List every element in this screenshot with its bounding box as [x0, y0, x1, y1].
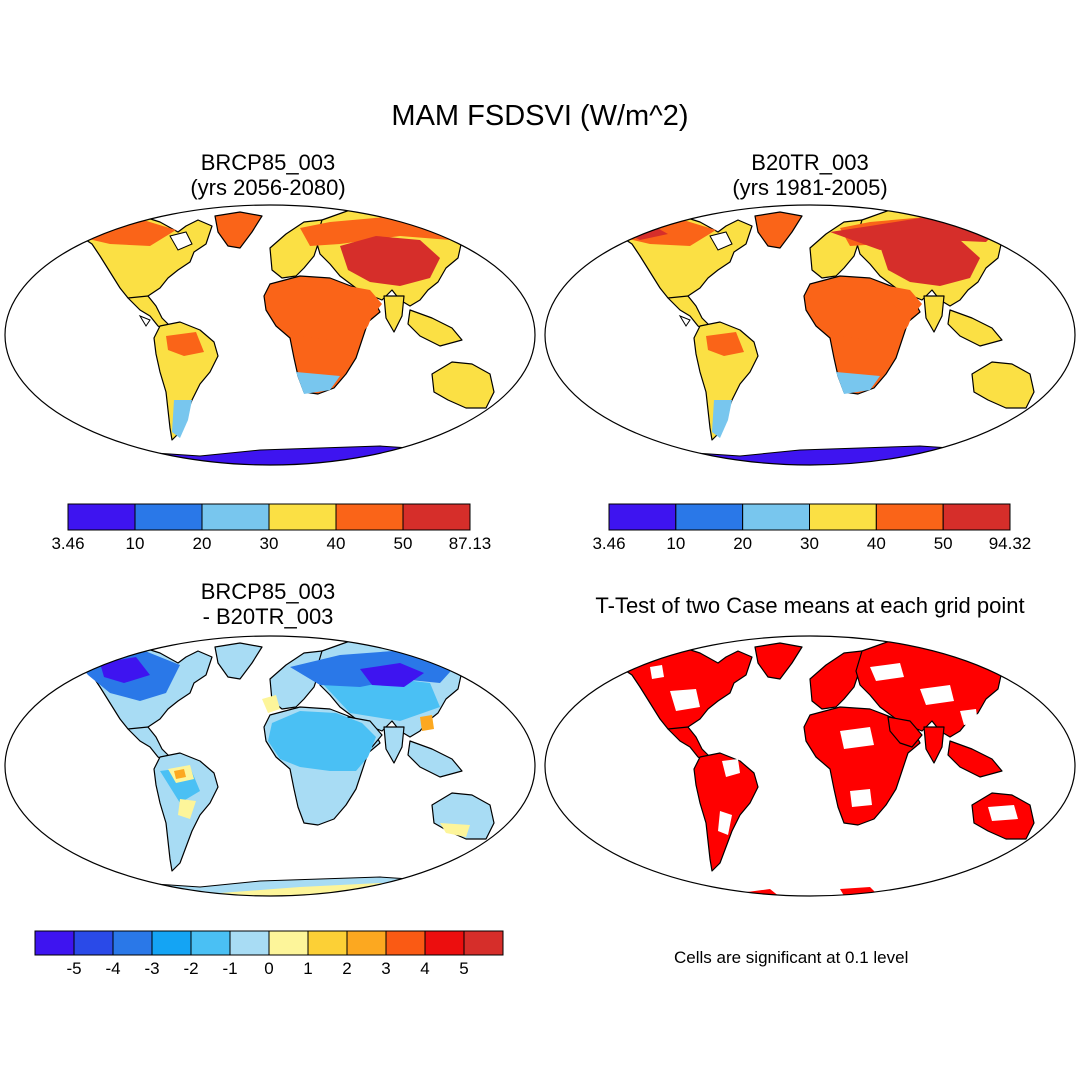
panel-title-case1-line2: (yrs 2056-2080)	[190, 175, 346, 200]
land-fill-case2	[540, 200, 1080, 480]
colorbar-tick-label: -2	[183, 959, 198, 978]
panel-title-case2: B20TR_003 (yrs 1981-2005)	[670, 150, 950, 200]
colorbar-tick-label: 3	[381, 959, 390, 978]
panel-title-case1: BRCP85_003 (yrs 2056-2080)	[128, 150, 408, 200]
colorbar-swatch	[73, 930, 114, 956]
panel-title-case2-line2: (yrs 1981-2005)	[732, 175, 888, 200]
colorbar-case1: 3.46 10 20 30 40 50 87.13	[51, 503, 492, 553]
colorbar-swatch	[463, 930, 504, 956]
colorbar-tick-label: -1	[222, 959, 237, 978]
map-panel-difference	[0, 631, 540, 911]
colorbar-swatch	[385, 930, 426, 956]
colorbar-swatch	[190, 930, 231, 956]
colorbar-tick-label: 40	[327, 534, 346, 553]
colorbar-tick-label: 40	[867, 534, 886, 553]
colorbar-tick-label: 10	[126, 534, 145, 553]
significance-note: Cells are significant at 0.1 level	[674, 948, 909, 967]
globe-outline-case2	[544, 204, 1076, 466]
globe-outline-case1	[4, 204, 536, 466]
land-fill-case1	[0, 200, 540, 480]
figure-title: MAM FSDSVI (W/m^2)	[391, 100, 689, 132]
colorbar-swatch	[151, 930, 192, 956]
colorbar-tick-label: 30	[800, 534, 819, 553]
colorbar-tick-label: 3.46	[51, 534, 84, 553]
colorbar-swatch	[875, 503, 944, 531]
colorbar-swatch	[268, 930, 309, 956]
colorbar-tick-label: 50	[934, 534, 953, 553]
colorbar-swatch	[34, 930, 75, 956]
colorbar-swatch	[675, 503, 744, 531]
colorbar-swatch	[112, 930, 153, 956]
panel-title-difference-line1: BRCP85_003	[200, 579, 336, 604]
panel-title-case1-line1: BRCP85_003	[200, 150, 336, 175]
colorbar-swatch	[346, 930, 387, 956]
colorbar-tick-label: 20	[733, 534, 752, 553]
globe-outline-ttest	[544, 635, 1076, 897]
colorbar-tick-label: 3.46	[592, 534, 625, 553]
panel-title-difference: BRCP85_003 - B20TR_003	[128, 579, 408, 629]
colorbar-swatch	[201, 503, 270, 531]
colorbar-swatch	[268, 503, 337, 531]
panel-title-case2-line1: B20TR_003	[751, 150, 869, 175]
colorbar-case2: 3.46 10 20 30 40 50 94.32	[592, 503, 1032, 553]
colorbar-tick-label: 50	[394, 534, 413, 553]
colorbar-swatch	[424, 930, 465, 956]
colorbar-tick-label: 1	[303, 959, 312, 978]
colorbar-swatch	[402, 503, 471, 531]
colorbar-tick-label: -5	[66, 959, 81, 978]
colorbar-tick-label: 94.32	[989, 534, 1032, 553]
land-fill-ttest	[540, 631, 1080, 911]
colorbar-swatch	[134, 503, 203, 531]
colorbar-difference: -5 -4 -3 -2 -1 0 1 2 3 4 5	[34, 930, 504, 978]
colorbar-swatch	[742, 503, 811, 531]
panel-title-difference-line2: - B20TR_003	[202, 604, 334, 629]
colorbar-tick-label: 87.13	[449, 534, 492, 553]
colorbar-swatch	[608, 503, 677, 531]
colorbar-tick-label: 4	[420, 959, 429, 978]
colorbar-swatch	[307, 930, 348, 956]
map-panel-case1	[0, 200, 540, 480]
map-panel-case2	[540, 200, 1080, 480]
colorbar-swatch	[809, 503, 877, 531]
colorbar-tick-label: 30	[260, 534, 279, 553]
colorbar-swatch	[335, 503, 404, 531]
land-fill-difference	[0, 631, 540, 911]
map-panel-ttest	[540, 631, 1080, 911]
colorbar-tick-label: 0	[264, 959, 273, 978]
colorbar-tick-label: 10	[666, 534, 685, 553]
colorbar-tick-label: -3	[144, 959, 159, 978]
panel-title-ttest: T-Test of two Case means at each grid po…	[595, 593, 1025, 618]
colorbar-swatch	[67, 503, 136, 531]
colorbar-tick-label: 20	[193, 534, 212, 553]
colorbar-tick-label: -4	[105, 959, 120, 978]
colorbar-swatch	[942, 503, 1011, 531]
globe-outline-difference	[4, 635, 536, 897]
colorbar-swatch	[229, 930, 270, 956]
colorbar-tick-label: 5	[459, 959, 468, 978]
colorbar-tick-label: 2	[342, 959, 351, 978]
